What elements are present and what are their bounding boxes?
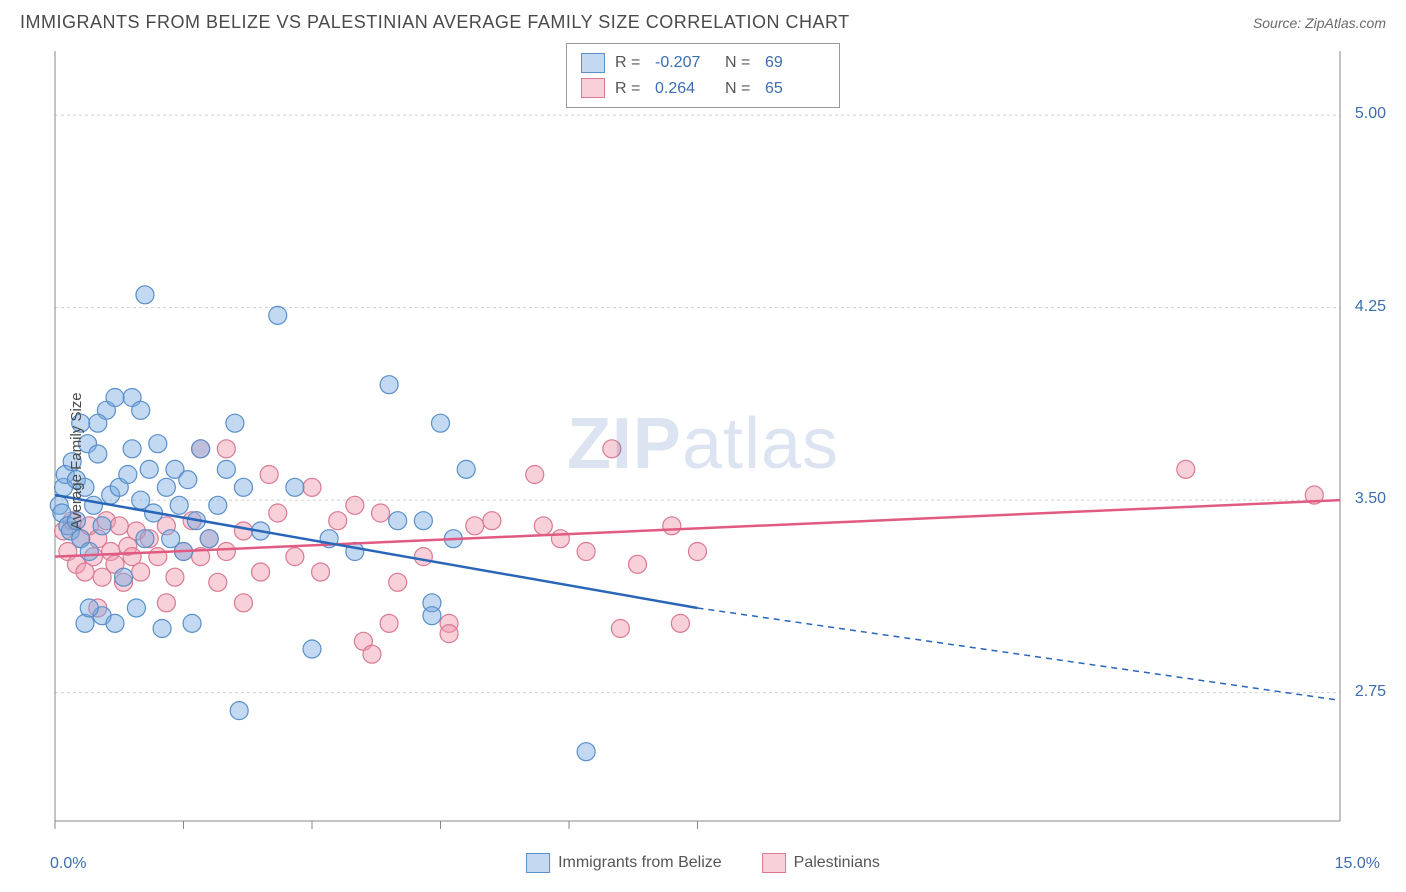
y-tick-label: 5.00 bbox=[1355, 105, 1386, 123]
scatter-plot-svg bbox=[0, 41, 1406, 881]
x-tick-max: 15.0% bbox=[1335, 855, 1380, 873]
legend-row-palestinians: R = 0.264 N = 65 bbox=[581, 76, 825, 102]
chart-container: Average Family Size ZIPatlas R = -0.207 … bbox=[0, 41, 1406, 881]
r-value-belize: -0.207 bbox=[655, 50, 715, 76]
n-value-belize: 69 bbox=[765, 50, 825, 76]
legend-row-belize: R = -0.207 N = 69 bbox=[581, 50, 825, 76]
y-tick-label: 2.75 bbox=[1355, 683, 1386, 701]
legend-label-palestinians: Palestinians bbox=[794, 854, 880, 872]
r-label: R = bbox=[615, 50, 645, 76]
swatch-belize-icon bbox=[526, 853, 550, 873]
correlation-legend: R = -0.207 N = 69 R = 0.264 N = 65 bbox=[566, 43, 840, 108]
source-label: Source: bbox=[1253, 15, 1301, 31]
y-axis-label: Average Family Size bbox=[68, 392, 85, 529]
legend-item-palestinians: Palestinians bbox=[762, 853, 880, 873]
n-label: N = bbox=[725, 76, 755, 102]
r-value-palestinians: 0.264 bbox=[655, 76, 715, 102]
r-label: R = bbox=[615, 76, 645, 102]
legend-item-belize: Immigrants from Belize bbox=[526, 853, 722, 873]
n-value-palestinians: 65 bbox=[765, 76, 825, 102]
x-tick-min: 0.0% bbox=[50, 855, 86, 873]
series-legend: Immigrants from Belize Palestinians bbox=[526, 853, 880, 873]
legend-label-belize: Immigrants from Belize bbox=[558, 854, 722, 872]
y-tick-label: 4.25 bbox=[1355, 298, 1386, 316]
chart-title: IMMIGRANTS FROM BELIZE VS PALESTINIAN AV… bbox=[20, 12, 850, 33]
source-name: ZipAtlas.com bbox=[1305, 15, 1386, 31]
swatch-belize-icon bbox=[581, 53, 605, 73]
n-label: N = bbox=[725, 50, 755, 76]
y-tick-label: 3.50 bbox=[1355, 490, 1386, 508]
source-attribution: Source: ZipAtlas.com bbox=[1253, 15, 1386, 31]
swatch-palestinians-icon bbox=[762, 853, 786, 873]
swatch-palestinians-icon bbox=[581, 78, 605, 98]
